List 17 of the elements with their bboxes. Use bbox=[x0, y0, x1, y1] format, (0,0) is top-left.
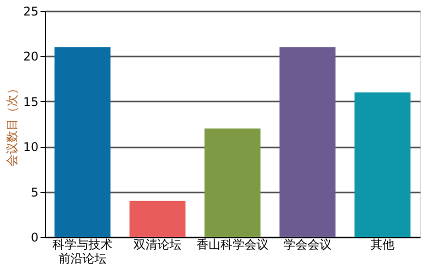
x-tick-label: 香山科学会议 bbox=[196, 238, 268, 252]
y-tick-label: 20 bbox=[23, 50, 38, 64]
bar bbox=[204, 128, 260, 237]
y-tick-label: 15 bbox=[23, 94, 38, 109]
y-tick-label: 25 bbox=[23, 4, 38, 18]
x-tick-label: 科学与技术前沿论坛 bbox=[52, 238, 112, 266]
y-tick-label: 0 bbox=[30, 230, 38, 244]
bar bbox=[280, 47, 336, 237]
y-axis-title: 会议数目（次） bbox=[5, 82, 20, 166]
bar bbox=[354, 92, 410, 237]
y-tick-label: 10 bbox=[23, 140, 38, 154]
x-tick-label: 双清论坛 bbox=[134, 238, 182, 252]
y-tick-label: 5 bbox=[30, 185, 38, 200]
bar bbox=[130, 200, 186, 237]
x-tick-label: 学会会议 bbox=[284, 238, 332, 252]
x-tick-label: 其他 bbox=[370, 238, 394, 252]
bar bbox=[54, 47, 110, 237]
